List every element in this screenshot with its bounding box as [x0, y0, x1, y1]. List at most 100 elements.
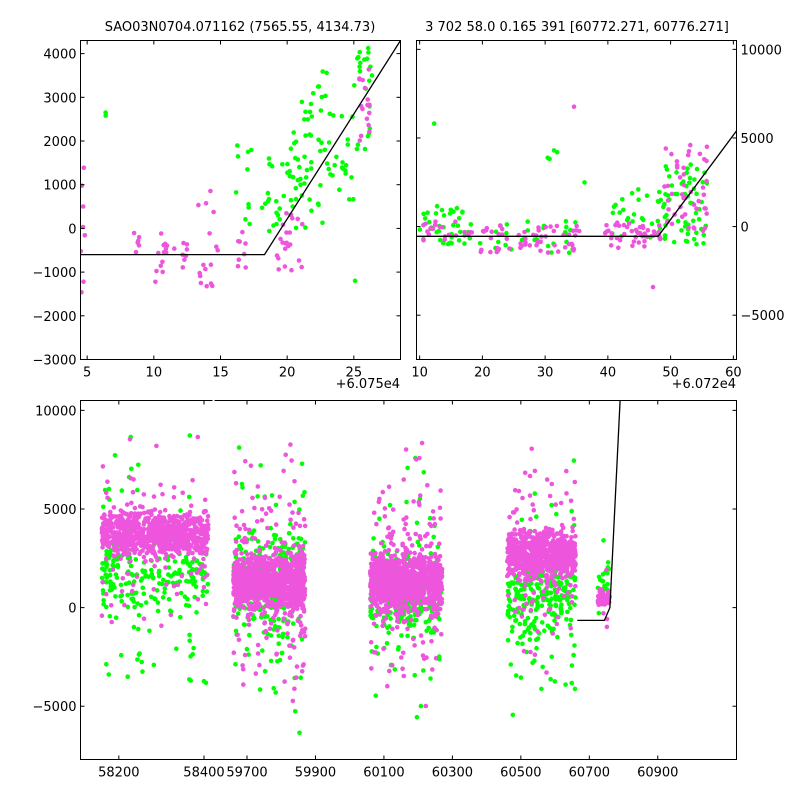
- panel-bottom: 58200 58400 59700 59900 60100 60300 60500 60700…: [33, 400, 737, 781]
- magenta-point: [119, 588, 125, 594]
- green-point: [601, 538, 606, 543]
- magenta-point: [181, 540, 186, 546]
- magenta-point: [232, 578, 237, 583]
- magenta-point: [545, 250, 551, 255]
- green-point: [118, 582, 124, 588]
- magenta-point: [388, 584, 393, 589]
- green-point: [571, 587, 576, 593]
- magenta-point: [669, 221, 675, 227]
- y-tick-label: 0: [68, 222, 76, 237]
- green-point: [688, 200, 693, 206]
- magenta-point: [123, 511, 128, 517]
- magenta-point: [394, 625, 400, 630]
- magenta-point: [207, 231, 212, 236]
- magenta-point: [367, 129, 372, 135]
- y-tick-label: 5000: [741, 132, 774, 147]
- green-point: [532, 491, 538, 496]
- magenta-point: [376, 579, 382, 585]
- magenta-point: [410, 606, 416, 611]
- magenta-point: [507, 246, 512, 251]
- magenta-point: [483, 227, 489, 233]
- magenta-point: [407, 569, 413, 574]
- green-point: [534, 637, 539, 642]
- green-point: [233, 190, 239, 195]
- magenta-point: [377, 612, 383, 617]
- x-tick-label: 20: [279, 366, 296, 381]
- magenta-point: [427, 586, 433, 591]
- magenta-point: [104, 518, 109, 523]
- magenta-point: [428, 523, 434, 529]
- magenta-point: [248, 611, 254, 617]
- green-point: [513, 673, 519, 678]
- green-point: [269, 493, 275, 498]
- magenta-point: [277, 593, 282, 599]
- green-point: [107, 614, 113, 619]
- magenta-point: [100, 533, 106, 539]
- magenta-point: [282, 540, 288, 545]
- magenta-point: [204, 283, 209, 289]
- top-right-model-line: [416, 130, 737, 237]
- magenta-point: [278, 236, 283, 242]
- magenta-point: [154, 268, 159, 274]
- green-point: [107, 572, 113, 578]
- magenta-point: [574, 223, 579, 229]
- magenta-point: [188, 503, 194, 509]
- green-point: [539, 603, 545, 608]
- magenta-point: [293, 580, 298, 585]
- magenta-point: [393, 611, 398, 617]
- green-point: [454, 205, 460, 211]
- magenta-point: [255, 651, 261, 656]
- green-point: [156, 574, 162, 579]
- green-point: [113, 594, 118, 599]
- magenta-point: [387, 668, 392, 674]
- green-point: [177, 567, 182, 573]
- magenta-point: [272, 545, 278, 551]
- magenta-point: [103, 556, 109, 561]
- magenta-point: [380, 552, 385, 557]
- green-point: [674, 170, 679, 175]
- green-point: [309, 208, 314, 213]
- y-tick-label: 1000: [43, 179, 76, 194]
- green-point: [268, 525, 274, 531]
- magenta-point: [369, 585, 374, 590]
- magenta-point: [252, 505, 257, 511]
- magenta-point: [132, 536, 138, 541]
- magenta-point: [243, 526, 248, 532]
- green-point: [266, 156, 272, 161]
- magenta-point: [188, 571, 194, 576]
- green-point: [434, 229, 440, 235]
- magenta-point: [285, 621, 290, 627]
- green-point: [190, 560, 195, 565]
- green-point: [377, 516, 382, 521]
- magenta-point: [431, 579, 436, 585]
- green-point: [539, 620, 545, 625]
- magenta-point: [255, 484, 261, 489]
- green-point: [511, 613, 517, 618]
- magenta-point: [374, 521, 379, 527]
- magenta-point: [180, 490, 185, 496]
- magenta-point: [373, 650, 379, 655]
- green-point: [255, 494, 260, 499]
- magenta-point: [417, 502, 422, 508]
- magenta-point: [665, 198, 671, 203]
- green-point: [111, 558, 117, 563]
- green-point: [511, 580, 516, 585]
- green-point: [662, 236, 668, 241]
- magenta-point: [288, 442, 293, 447]
- magenta-point: [665, 183, 671, 189]
- magenta-point: [365, 97, 371, 102]
- green-point: [129, 466, 134, 472]
- magenta-point: [100, 464, 106, 469]
- magenta-point: [287, 230, 293, 235]
- magenta-point: [382, 558, 387, 563]
- magenta-point: [604, 223, 609, 228]
- green-point: [178, 508, 183, 513]
- magenta-point: [372, 561, 378, 567]
- magenta-point: [154, 443, 159, 449]
- magenta-point: [214, 244, 219, 249]
- y-tick-label: −5000: [741, 309, 785, 324]
- magenta-point: [249, 551, 254, 556]
- green-point: [691, 236, 697, 242]
- green-point: [339, 113, 345, 119]
